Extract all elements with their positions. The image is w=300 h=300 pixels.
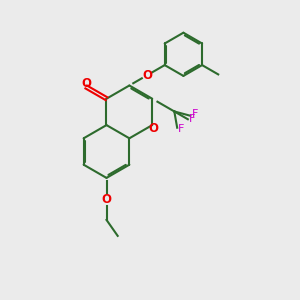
Text: O: O (148, 122, 158, 135)
Text: F: F (189, 114, 195, 124)
Text: O: O (142, 69, 152, 82)
Text: F: F (178, 124, 184, 134)
Text: O: O (101, 193, 112, 206)
Text: O: O (81, 77, 91, 90)
Text: F: F (192, 109, 198, 119)
